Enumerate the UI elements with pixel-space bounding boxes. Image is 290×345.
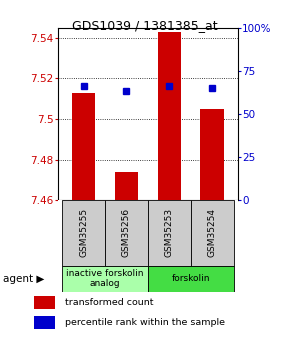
Text: forskolin: forskolin: [171, 274, 210, 283]
Text: GSM35256: GSM35256: [122, 208, 131, 257]
Text: GSM35254: GSM35254: [208, 208, 217, 257]
Bar: [157, 32, 181, 200]
FancyBboxPatch shape: [62, 266, 148, 292]
FancyBboxPatch shape: [105, 200, 148, 266]
Bar: [72, 92, 95, 200]
FancyBboxPatch shape: [148, 200, 191, 266]
Text: GSM35253: GSM35253: [165, 208, 174, 257]
Text: GDS1039 / 1381385_at: GDS1039 / 1381385_at: [72, 19, 218, 32]
Bar: [115, 172, 138, 200]
Bar: [34, 316, 55, 329]
Bar: [34, 296, 55, 309]
Text: transformed count: transformed count: [65, 298, 153, 307]
Bar: [200, 109, 224, 200]
Text: agent ▶: agent ▶: [3, 274, 44, 284]
FancyBboxPatch shape: [191, 200, 233, 266]
Text: inactive forskolin
analog: inactive forskolin analog: [66, 269, 144, 288]
FancyBboxPatch shape: [148, 266, 233, 292]
FancyBboxPatch shape: [62, 200, 105, 266]
Text: GSM35255: GSM35255: [79, 208, 88, 257]
Text: percentile rank within the sample: percentile rank within the sample: [65, 318, 225, 327]
